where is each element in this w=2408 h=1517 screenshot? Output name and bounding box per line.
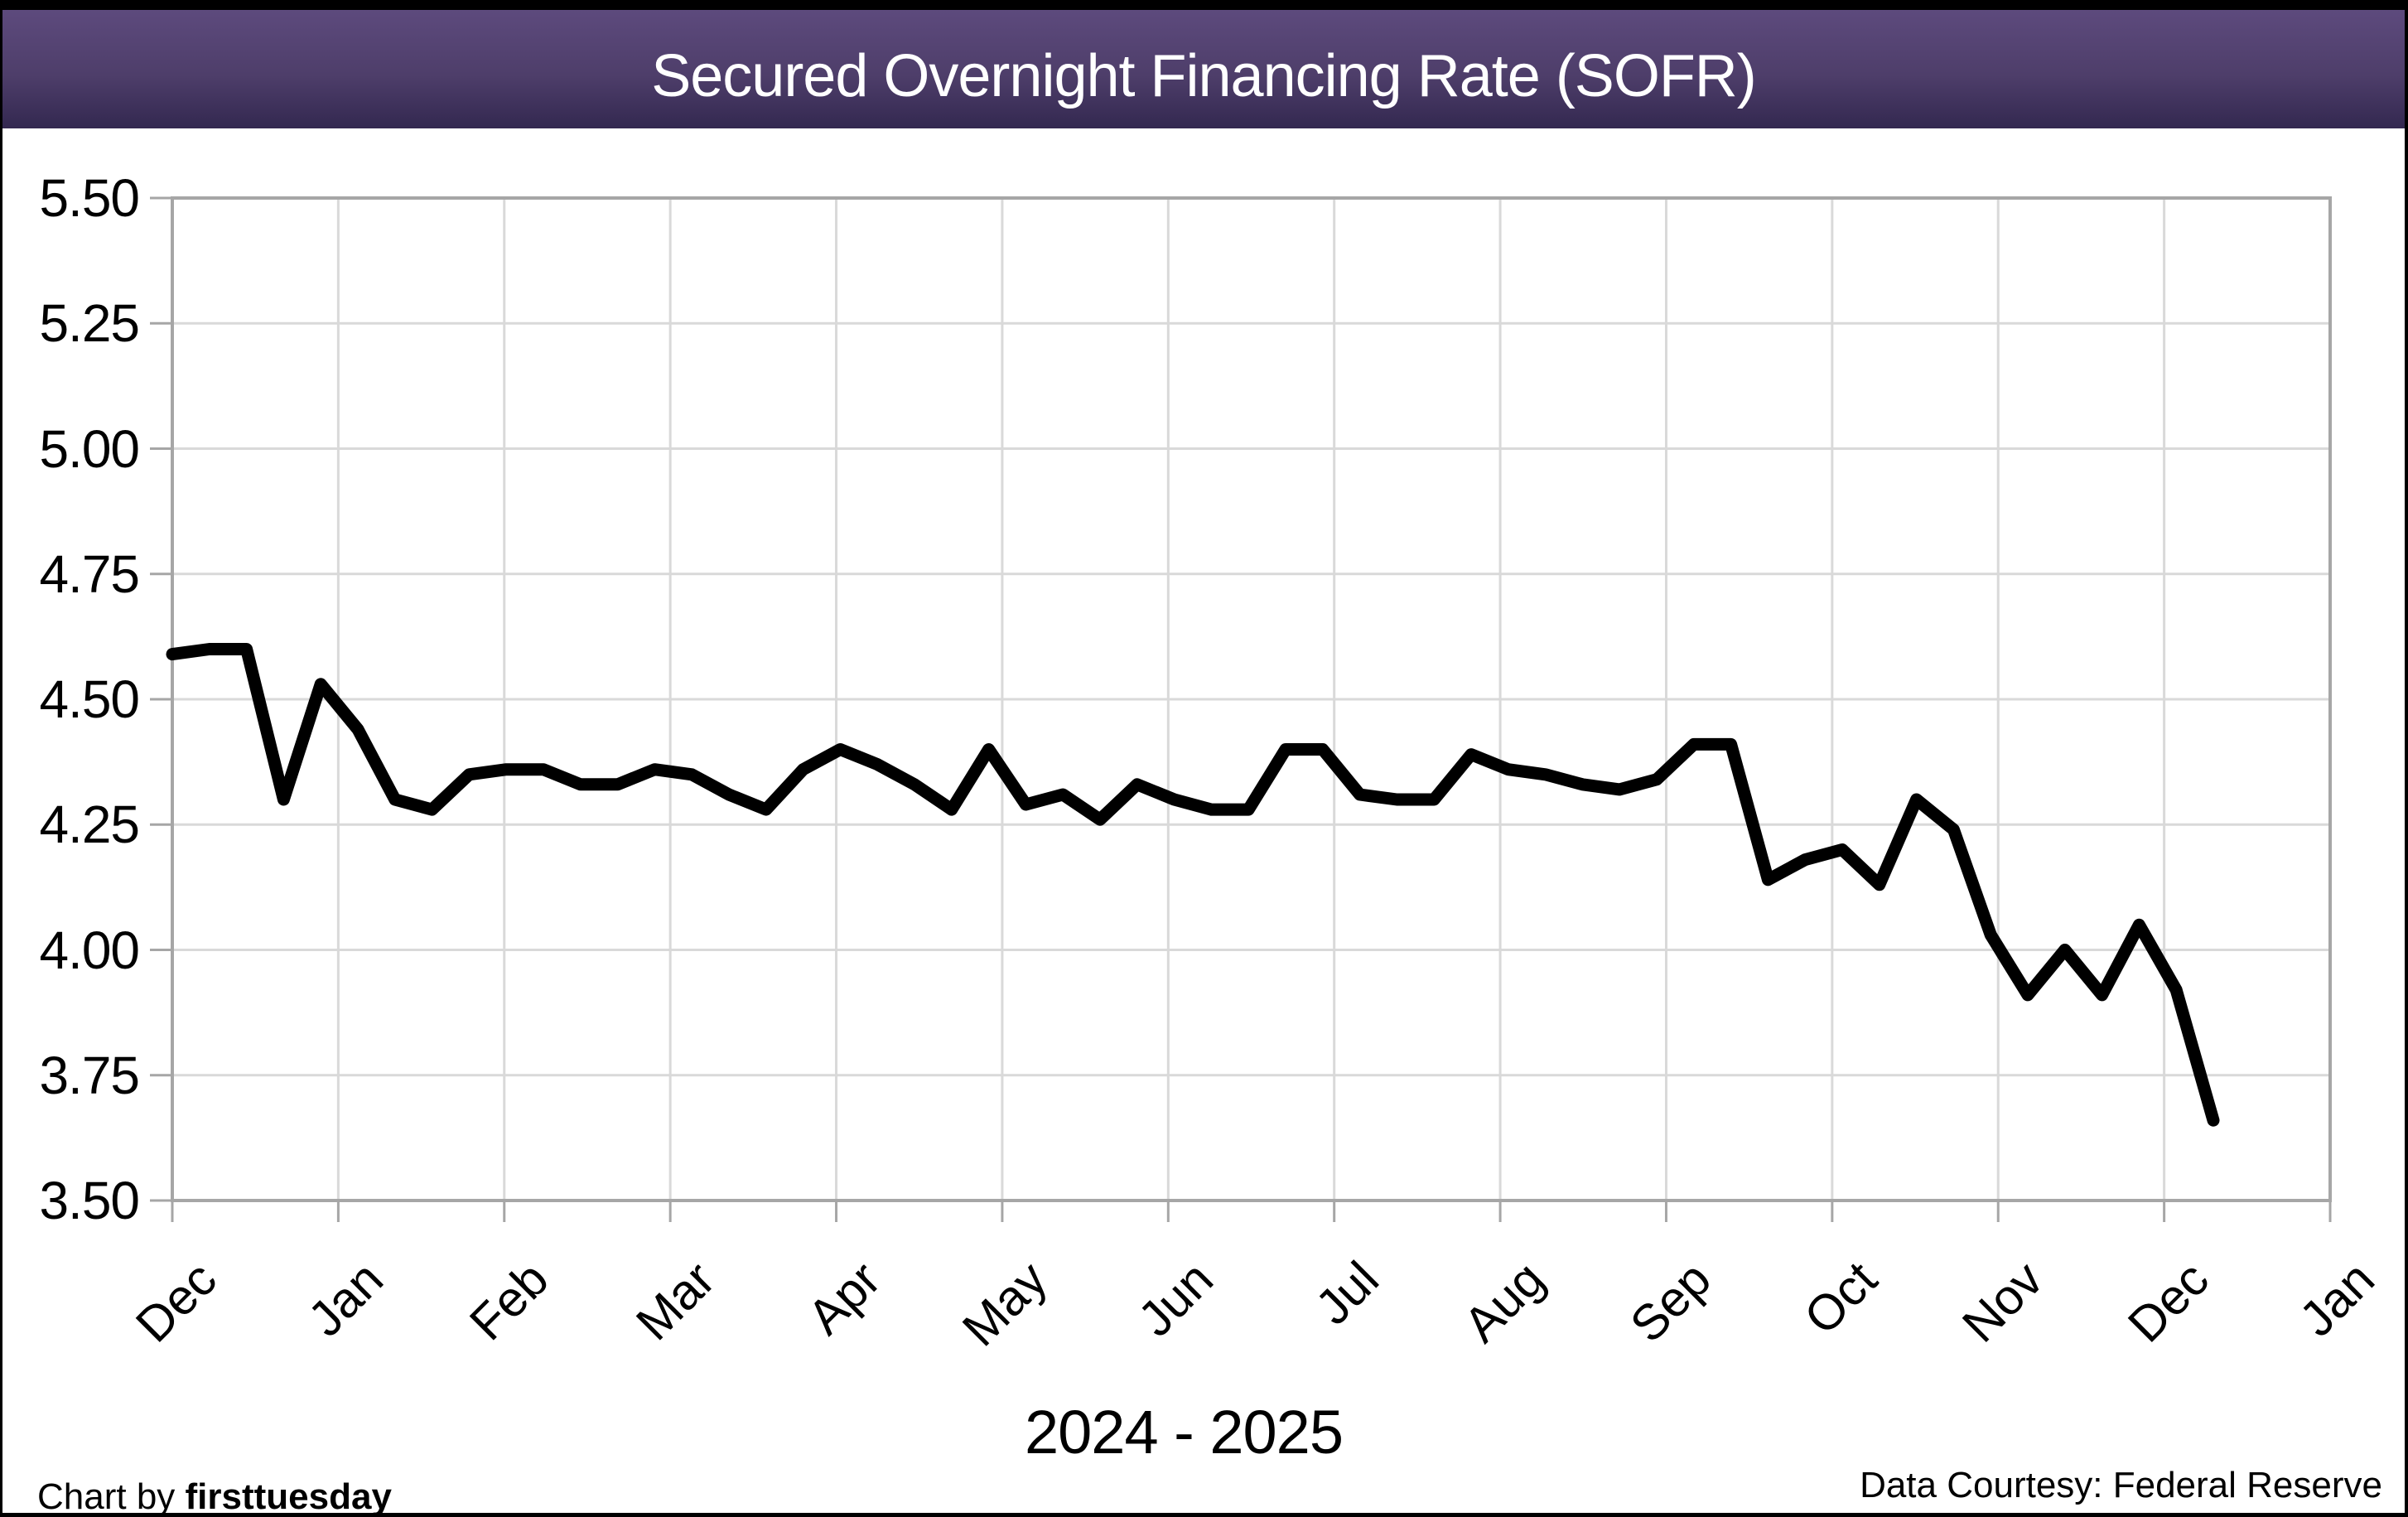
sofr-series-line: [166, 643, 2220, 1127]
credit-text: Chart by firsttuesday: [37, 1476, 392, 1517]
y-axis-label: 5.25: [39, 293, 140, 354]
y-axis-label: 5.00: [39, 418, 140, 479]
y-axis-label: 3.75: [39, 1045, 140, 1105]
y-axis-label: 5.50: [39, 168, 140, 228]
title-band: [2, 10, 2405, 128]
chart-title: Secured Overnight Financing Rate (SOFR): [651, 43, 1757, 109]
credit-prefix: Chart by: [37, 1476, 186, 1517]
y-axis-label: 3.50: [39, 1171, 140, 1230]
x-axis-title: 2024 - 2025: [1024, 1398, 1344, 1466]
data-courtesy-text: Data Courtesy: Federal Reserve: [1860, 1465, 2382, 1505]
top-border-strip: [2, 0, 2405, 10]
y-axis-label: 4.00: [39, 920, 140, 980]
y-axis-label: 4.75: [39, 544, 140, 604]
credit-brand: firsttuesday: [185, 1476, 392, 1517]
y-axis-label: 4.50: [39, 669, 140, 729]
y-axis-label: 4.25: [39, 795, 140, 855]
